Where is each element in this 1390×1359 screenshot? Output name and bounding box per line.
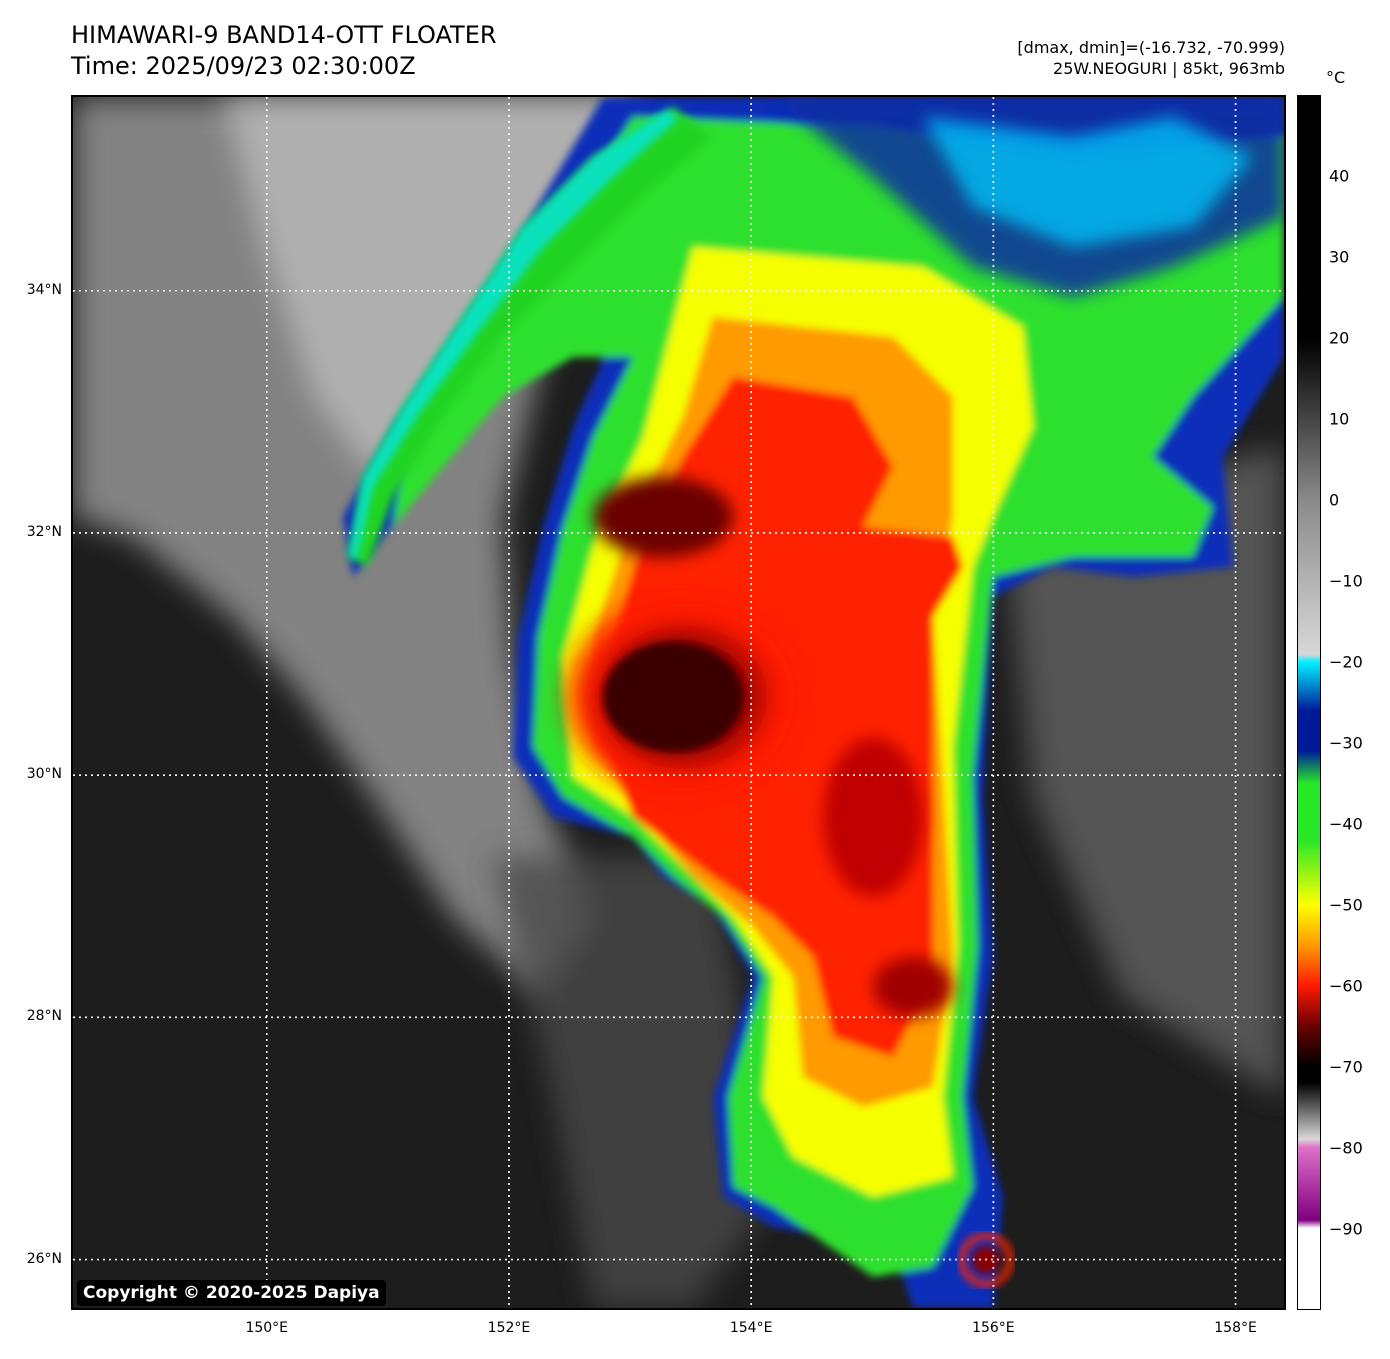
colorbar-tick--80: −80 xyxy=(1329,1138,1363,1158)
lat-label-34: 34°N xyxy=(26,281,62,298)
colorbar-tick-40: 40 xyxy=(1329,166,1350,186)
lat-label-30: 30°N xyxy=(26,766,62,783)
convection-north-blob xyxy=(593,477,733,557)
figure-time: Time: 2025/09/23 02:30:00Z xyxy=(71,52,416,80)
colorbar-tick--10: −10 xyxy=(1329,571,1363,591)
colorbar-tick-20: 20 xyxy=(1329,328,1350,348)
colorbar-tick--30: −30 xyxy=(1329,733,1363,753)
colorbar-tick--50: −50 xyxy=(1329,895,1363,915)
temperature-colorbar xyxy=(1297,95,1321,1310)
colorbar-tick-0: 0 xyxy=(1329,490,1340,510)
graticule xyxy=(73,97,1284,1308)
copyright-label: Copyright © 2020-2025 Dapiya xyxy=(77,1280,386,1306)
colorbar-tick-10: 10 xyxy=(1329,409,1350,429)
satellite-map: Copyright © 2020-2025 Dapiya xyxy=(71,95,1286,1310)
lon-label-152: 152°E xyxy=(487,1320,531,1336)
lat-label-32: 32°N xyxy=(26,523,62,540)
lat-label-28: 28°N xyxy=(26,1008,62,1025)
dmax-dmin-label: [dmax, dmin]=(-16.732, -70.999) xyxy=(1017,38,1285,57)
eye-region xyxy=(603,642,743,752)
cirrus-haze-s xyxy=(493,857,773,1308)
satellite-imagery xyxy=(73,97,1284,1308)
colorbar-tick--70: −70 xyxy=(1329,1057,1363,1077)
colorbar-tick--20: −20 xyxy=(1329,652,1363,672)
cirrus-haze-n xyxy=(223,97,633,477)
convection-mid-blob xyxy=(823,737,923,897)
colorbar-tick--40: −40 xyxy=(1329,814,1363,834)
colorbar-tick--90: −90 xyxy=(1329,1219,1363,1239)
lon-label-156: 156°E xyxy=(972,1320,1015,1336)
storm-info-label: 25W.NEOGURI | 85kt, 963mb xyxy=(1053,59,1285,78)
colorbar-tick-30: 30 xyxy=(1329,247,1350,267)
lat-label-26: 26°N xyxy=(26,1250,62,1267)
rain-band-nw xyxy=(348,107,713,567)
convection-south-blob xyxy=(873,957,953,1017)
cirrus-haze-e xyxy=(1003,447,1284,1097)
lon-label-150: 150°E xyxy=(245,1320,289,1336)
colorbar-unit: °C xyxy=(1326,68,1346,87)
lon-label-158: 158°E xyxy=(1214,1320,1257,1336)
outflow-ne-cyan xyxy=(923,117,1253,247)
lon-label-154: 154°E xyxy=(729,1320,773,1336)
colorbar-tick--60: −60 xyxy=(1329,976,1363,996)
figure-title: HIMAWARI-9 BAND14-OTT FLOATER xyxy=(71,21,497,49)
